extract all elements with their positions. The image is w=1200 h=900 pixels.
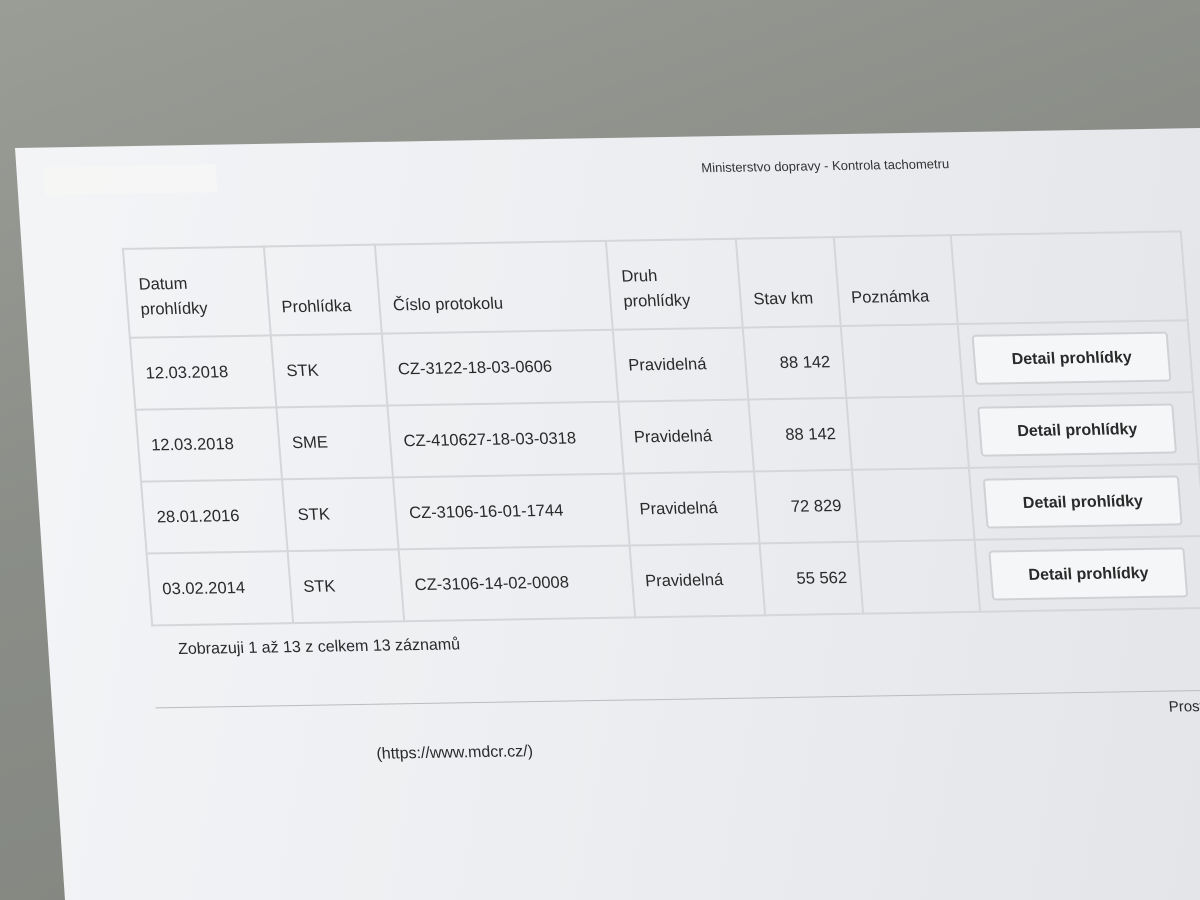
footer-url: (https://www.mdcr.cz/)	[375, 743, 534, 763]
col-inspection: Prohlídka	[263, 244, 383, 336]
cell-action: Detail prohlídky	[969, 464, 1200, 540]
cell-protocol: CZ-3106-14-02-0008	[398, 545, 636, 622]
col-kind: Druh prohlídky	[605, 238, 743, 330]
page-header-title: Ministerstvo dopravy - Kontrola tachomet…	[700, 156, 950, 176]
table-header-row: Datum prohlídky Prohlídka Číslo protokol…	[122, 231, 1188, 338]
col-protocol: Číslo protokolu	[375, 240, 613, 334]
cell-action: Detail prohlídky	[974, 535, 1200, 612]
cell-action: Detail prohlídky	[957, 320, 1194, 396]
cell-km: 88 142	[748, 397, 852, 472]
col-date: Datum prohlídky	[122, 246, 271, 338]
cell-inspection: SME	[276, 405, 394, 480]
blank-label-area	[43, 164, 218, 196]
records-summary: Zobrazuji 1 až 13 z celkem 13 záznamů	[177, 636, 461, 659]
cell-km: 55 562	[759, 541, 863, 616]
col-note: Poznámka	[833, 235, 958, 326]
cell-date: 12.03.2018	[129, 335, 277, 410]
cell-date: 03.02.2014	[146, 551, 294, 626]
col-action	[951, 231, 1188, 325]
cell-note	[851, 467, 975, 542]
cell-protocol: CZ-410627-18-03-0318	[387, 401, 624, 478]
footer-divider	[155, 689, 1200, 709]
cell-date: 12.03.2018	[135, 407, 282, 482]
detail-inspection-button[interactable]: Detail prohlídky	[971, 331, 1172, 385]
cell-inspection: STK	[287, 549, 405, 624]
cell-kind: Pravidelná	[623, 471, 760, 546]
cell-note	[846, 395, 970, 470]
cell-kind: Pravidelná	[629, 543, 766, 618]
cell-protocol: CZ-3122-18-03-0606	[382, 329, 619, 406]
environment-label: Prostředí:	[1168, 697, 1200, 716]
cell-note	[840, 324, 964, 398]
col-km: Stav km	[735, 237, 841, 328]
cell-kind: Pravidelná	[612, 327, 749, 402]
cell-inspection: STK	[270, 333, 388, 408]
cell-action: Detail prohlídky	[963, 392, 1199, 468]
detail-inspection-button[interactable]: Detail prohlídky	[988, 547, 1189, 601]
cell-kind: Pravidelná	[618, 399, 754, 474]
page-content: Ministerstvo dopravy - Kontrola tachomet…	[43, 142, 1200, 779]
cell-note	[857, 539, 981, 614]
inspection-table: Datum prohlídky Prohlídka Číslo protokol…	[122, 230, 1200, 626]
cell-km: 88 142	[742, 325, 847, 400]
detail-inspection-button[interactable]: Detail prohlídky	[977, 403, 1178, 457]
cell-date: 28.01.2016	[141, 479, 288, 554]
cell-inspection: STK	[281, 477, 399, 552]
detail-inspection-button[interactable]: Detail prohlídky	[982, 475, 1183, 529]
cell-km: 72 829	[753, 469, 858, 544]
cell-protocol: CZ-3106-16-01-1744	[393, 473, 630, 550]
